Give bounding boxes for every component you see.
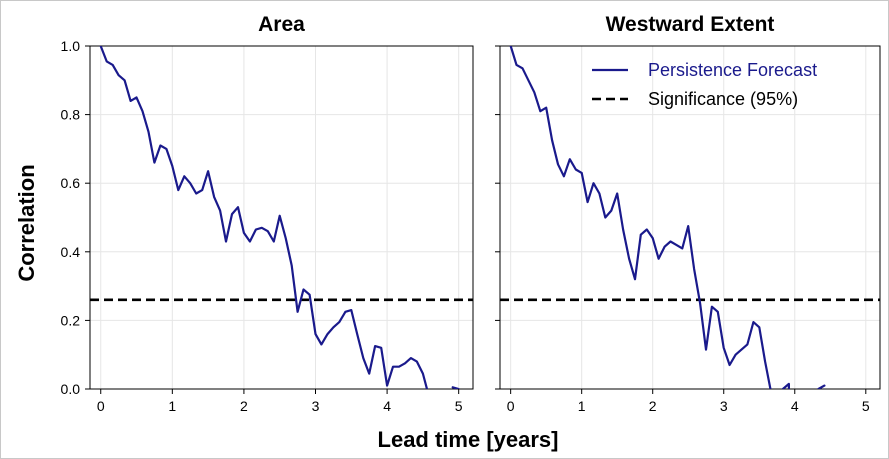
- panel-area: 0 1 2 3 4 5 0.0 0.2 0.4 0.6 0.8 1.0 Area: [61, 13, 474, 414]
- series-group: [99, 46, 460, 389]
- y-tick-label-2: 0.4: [61, 244, 81, 260]
- series-line-1: [451, 386, 460, 389]
- y-axis-label: Correlation: [14, 164, 39, 281]
- panel-title: Area: [258, 13, 305, 36]
- x-tick-label-2: 2: [240, 398, 248, 414]
- panel-title: Westward Extent: [606, 13, 775, 36]
- legend-label-1: Significance (95%): [648, 89, 798, 109]
- x-tick-label-0: 0: [507, 398, 515, 414]
- x-tick-label-1: 1: [578, 398, 586, 414]
- x-tick-label-5: 5: [455, 398, 463, 414]
- x-tick-label-3: 3: [720, 398, 728, 414]
- x-tick-label-0: 0: [97, 398, 105, 414]
- series-line-2: [817, 384, 826, 389]
- x-tick-label-5: 5: [862, 398, 870, 414]
- x-tick-label-2: 2: [649, 398, 657, 414]
- y-tick-label-3: 0.6: [61, 175, 81, 191]
- plot-frame: [499, 45, 881, 390]
- x-tick-label-4: 4: [791, 398, 799, 414]
- plot-frame: [89, 45, 474, 390]
- y-tick-label-4: 0.8: [61, 107, 81, 123]
- y-tick-label-0: 0.0: [61, 381, 81, 397]
- series-group: [509, 46, 826, 389]
- series-line-0: [509, 46, 772, 389]
- series-line-1: [781, 382, 791, 389]
- x-tick-label-3: 3: [312, 398, 320, 414]
- legend-label-0: Persistence Forecast: [648, 60, 817, 80]
- panel-westward-extent: 0 1 2 3 4 5 Westward Extent Persistence Forecas…: [495, 13, 881, 414]
- x-tick-label-4: 4: [383, 398, 391, 414]
- series-line-0: [99, 46, 429, 389]
- legend: Persistence Forecast Significance (95%): [592, 60, 817, 109]
- x-tick-label-1: 1: [168, 398, 176, 414]
- y-tick-label-5: 1.0: [61, 38, 81, 54]
- y-tick-label-1: 0.2: [61, 312, 81, 328]
- x-axis-label: Lead time [years]: [378, 427, 559, 452]
